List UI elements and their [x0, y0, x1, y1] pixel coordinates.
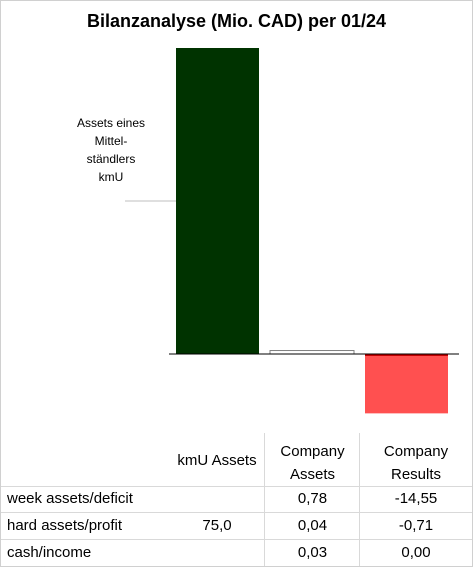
table-divider: [1, 539, 472, 540]
bars: [176, 48, 448, 414]
bar-company-results: [365, 354, 448, 414]
annotation-line: ständlers: [86, 152, 136, 166]
row-label: week assets/deficit: [7, 490, 133, 507]
table-cell: -14,55: [394, 490, 438, 507]
annotation-line: Assets eines: [76, 116, 146, 130]
table-cell: 0,04: [297, 517, 328, 534]
table-header-company-assets: Company Assets: [280, 443, 345, 483]
table-header-company-results: Company Results: [383, 443, 449, 483]
annotation-line: kmU: [98, 170, 124, 184]
data-table: kmU Assets Company Assets Company Result…: [1, 433, 472, 566]
table-divider: [359, 433, 360, 566]
chart-plot: [125, 48, 459, 414]
table-cell: 75,0: [202, 517, 232, 534]
table-header-kmu-assets: kmU Assets: [177, 452, 257, 469]
bar-kmu-assets: [176, 48, 259, 354]
table-divider: [1, 512, 472, 513]
table-divider: [1, 486, 472, 487]
table-cell: 0,78: [297, 490, 328, 507]
table-cell: 0,03: [297, 544, 328, 561]
table-cell: 0,00: [401, 544, 431, 561]
annotation-line: Mittel-: [94, 134, 128, 148]
table-cell: -0,71: [398, 517, 434, 534]
annotation-label: Assets eines Mittel- ständlers kmU: [61, 114, 161, 186]
table-divider: [264, 433, 265, 566]
row-label: hard assets/profit: [7, 517, 123, 534]
bar-company-assets: [269, 350, 355, 355]
chart-title: Bilanzanalyse (Mio. CAD) per 01/24: [86, 11, 387, 31]
row-label: cash/income: [7, 544, 92, 561]
